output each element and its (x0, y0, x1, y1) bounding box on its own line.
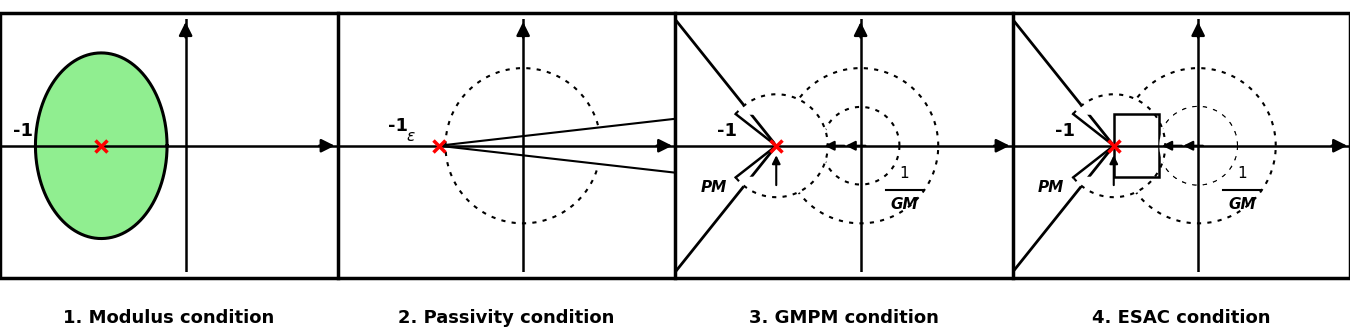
Polygon shape (675, 19, 776, 272)
Polygon shape (35, 53, 167, 239)
Text: 3. GMPM condition: 3. GMPM condition (749, 309, 938, 327)
Text: GM: GM (1228, 197, 1256, 212)
Text: -1: -1 (12, 122, 32, 140)
Polygon shape (736, 94, 828, 197)
Polygon shape (439, 119, 675, 173)
Text: 4. ESAC condition: 4. ESAC condition (1092, 309, 1270, 327)
Polygon shape (1114, 114, 1160, 178)
Text: 2. Passivity condition: 2. Passivity condition (398, 309, 614, 327)
Text: ε: ε (406, 129, 414, 144)
Text: 1: 1 (1237, 166, 1247, 181)
Polygon shape (1012, 19, 1114, 272)
Text: GM: GM (891, 197, 918, 212)
Text: -1: -1 (389, 117, 408, 135)
Text: 1: 1 (899, 166, 910, 181)
Polygon shape (1073, 94, 1165, 197)
Text: PM: PM (701, 180, 726, 195)
Text: PM: PM (1038, 180, 1064, 195)
Text: 1. Modulus condition: 1. Modulus condition (63, 309, 274, 327)
Circle shape (1160, 107, 1237, 185)
Text: -1: -1 (717, 122, 737, 140)
Text: -1: -1 (1054, 122, 1075, 140)
